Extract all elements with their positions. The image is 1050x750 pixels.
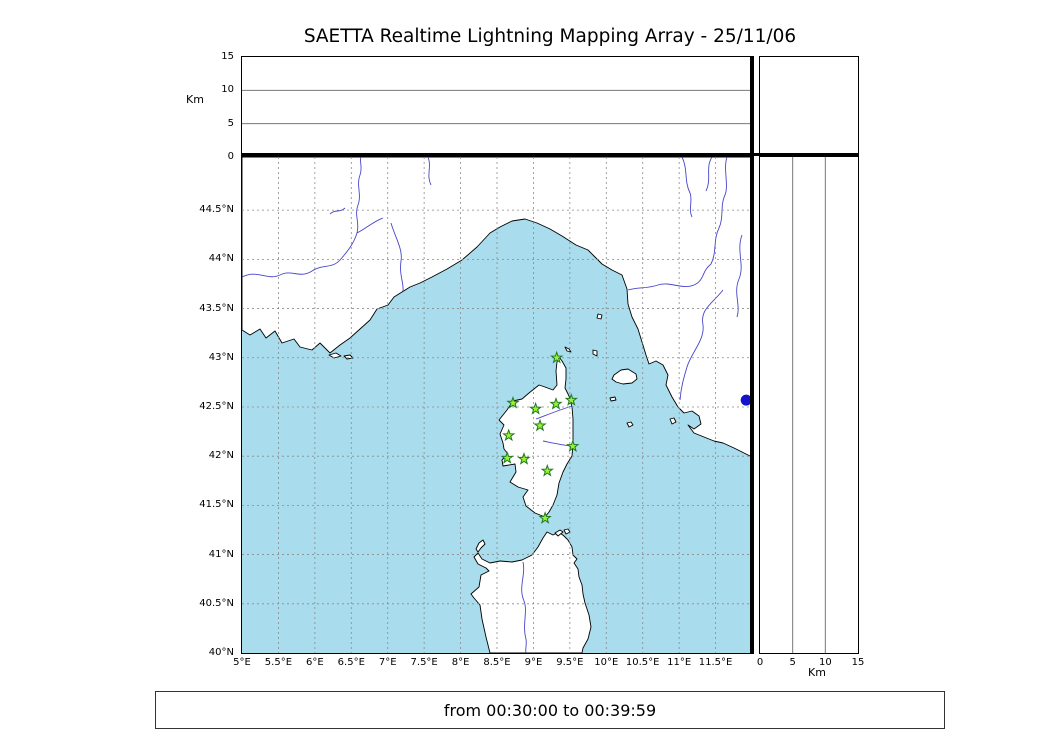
lon-tick-label: 8°E bbox=[451, 657, 470, 668]
river-coghinas bbox=[521, 561, 527, 653]
station-marker bbox=[540, 463, 554, 477]
altitude-tick-label: 5 bbox=[789, 657, 796, 668]
island-pianosa bbox=[609, 396, 617, 402]
map bbox=[242, 157, 752, 653]
lon-tick-label: 11.5°E bbox=[698, 657, 733, 668]
station-marker bbox=[550, 350, 564, 364]
figure-title: SAETTA Realtime Lightning Mapping Array … bbox=[303, 26, 797, 47]
altitude-profile-plot bbox=[242, 89, 752, 125]
island-gorgona bbox=[596, 313, 603, 320]
lat-tick-label: 40.5°N bbox=[199, 597, 234, 609]
lon-tick-label: 10.5°E bbox=[625, 657, 660, 668]
island-montecristo bbox=[626, 421, 634, 428]
altitude-latitude-plot bbox=[792, 157, 826, 653]
altitude-tick-label: 10 bbox=[221, 84, 234, 96]
station-marker bbox=[500, 451, 514, 464]
river-arno-upper bbox=[710, 157, 728, 265]
landmass-layer bbox=[242, 157, 752, 653]
island-asinara bbox=[475, 539, 486, 553]
station-marker bbox=[506, 395, 520, 409]
lat-tick-label: 43.5°N bbox=[199, 302, 234, 314]
altitude-tick-label: 0 bbox=[756, 657, 764, 668]
station-marker bbox=[538, 511, 552, 524]
lon-tick-label: 5.5°E bbox=[264, 657, 293, 668]
geographic-map-panel bbox=[241, 156, 753, 654]
station-marker bbox=[528, 401, 543, 415]
lon-tick-label: 7.5°E bbox=[410, 657, 438, 668]
altitude-vs-longitude-panel bbox=[241, 56, 753, 158]
altitude-tick-label: 5 bbox=[227, 117, 234, 129]
island-sardinia bbox=[470, 531, 592, 653]
lat-tick-label: 41°N bbox=[208, 548, 234, 560]
river-var bbox=[390, 222, 404, 292]
lat-tick-label: 42.5°N bbox=[199, 400, 234, 412]
island-giglio bbox=[669, 417, 677, 425]
altitude-tick-label: 15 bbox=[851, 657, 865, 668]
river-serre-poncon bbox=[329, 207, 346, 215]
altitude-axis-label-left: Km bbox=[186, 93, 204, 106]
altitude-tick-label: 15 bbox=[221, 51, 234, 62]
island-corsica bbox=[498, 356, 574, 518]
altitude-tick-label: 10 bbox=[818, 657, 832, 668]
time-range-box: from 00:30:00 to 00:39:59 bbox=[155, 691, 945, 729]
altitude-tick-label: 0 bbox=[227, 151, 234, 162]
lon-tick-label: 5°E bbox=[233, 657, 251, 668]
altitude-vs-latitude-panel bbox=[759, 156, 859, 654]
station-marker bbox=[517, 452, 531, 465]
river-ombrone bbox=[679, 289, 724, 401]
river-durance bbox=[242, 157, 362, 278]
station-marker bbox=[566, 439, 580, 452]
mainland-coast bbox=[242, 157, 752, 458]
panel-divider-vertical bbox=[750, 56, 754, 654]
lake-marker bbox=[740, 394, 752, 406]
rivers-layer bbox=[242, 157, 743, 653]
lat-tick-label: 40°N bbox=[208, 647, 234, 658]
lat-tick-label: 41.5°N bbox=[199, 499, 234, 511]
lon-tick-label: 10°E bbox=[594, 657, 619, 668]
river-apennine-1 bbox=[681, 157, 693, 218]
time-range-text: from 00:30:00 to 00:39:59 bbox=[443, 700, 657, 720]
river-arno bbox=[627, 263, 712, 291]
lon-tick-label: 6°E bbox=[306, 657, 324, 668]
river-apennine-2 bbox=[705, 157, 713, 192]
islet-cap-corse bbox=[564, 346, 572, 353]
station-marker bbox=[564, 393, 578, 406]
island-maddalena bbox=[554, 529, 564, 537]
station-marker bbox=[549, 396, 563, 410]
river-tiber-edge bbox=[736, 234, 743, 318]
stations-layer bbox=[500, 350, 580, 524]
graticule-layer bbox=[242, 157, 752, 653]
island-elba bbox=[611, 368, 638, 385]
island-capraia bbox=[592, 349, 598, 357]
island-hyeres-1 bbox=[328, 352, 342, 359]
lat-tick-label: 43°N bbox=[208, 351, 234, 363]
river-ubaye bbox=[356, 217, 384, 234]
station-marker bbox=[533, 418, 547, 432]
altitude-histogram-panel bbox=[759, 56, 859, 158]
lon-tick-label: 7°E bbox=[378, 657, 397, 668]
lon-tick-label: 9°E bbox=[524, 657, 543, 668]
lon-tick-label: 9.5°E bbox=[556, 657, 584, 668]
station-marker bbox=[502, 428, 516, 442]
lat-tick-label: 42°N bbox=[208, 450, 234, 462]
river-alps-small bbox=[427, 157, 432, 186]
lon-tick-label: 8.5°E bbox=[483, 657, 511, 668]
lon-tick-label: 6.5°E bbox=[337, 657, 365, 668]
lat-tick-label: 44.5°N bbox=[199, 204, 234, 216]
altitude-axis-label-right: Km bbox=[808, 666, 826, 679]
lat-tick-label: 44°N bbox=[208, 253, 234, 265]
panel-divider-horizontal bbox=[241, 153, 859, 156]
lon-tick-label: 11°E bbox=[667, 657, 692, 668]
